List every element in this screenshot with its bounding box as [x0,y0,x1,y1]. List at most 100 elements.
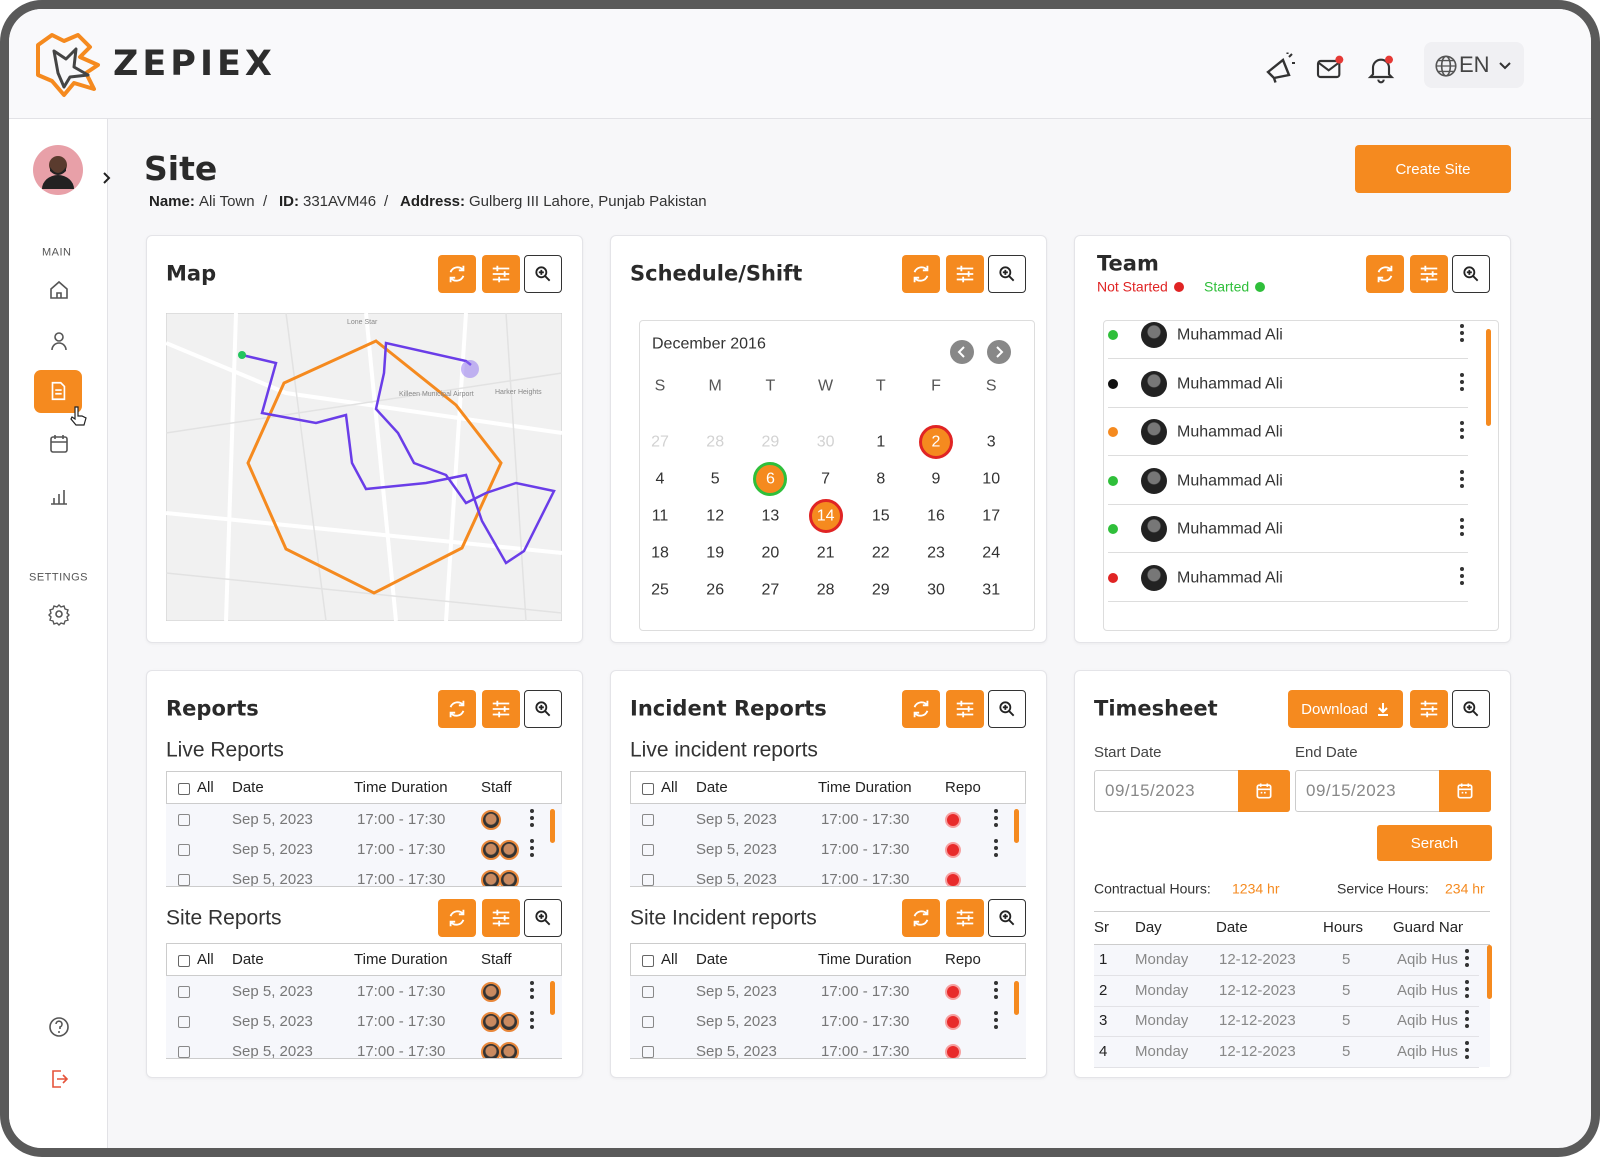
checkbox[interactable] [178,783,190,795]
calendar-day[interactable]: 4 [655,470,665,488]
checkbox[interactable] [642,1016,654,1028]
calendar-day[interactable]: 28 [816,581,835,599]
calendar-day[interactable]: 2 [931,433,941,451]
calendar-day[interactable]: 3 [986,433,996,451]
refresh-button[interactable] [438,690,476,728]
calendar-day[interactable]: 30 [927,581,945,599]
filter-button[interactable] [1410,255,1448,293]
calendar-day[interactable]: 16 [927,507,945,525]
zoom-button[interactable] [1452,690,1490,728]
more-menu[interactable] [530,809,534,830]
calendar-day[interactable]: 27 [761,581,780,599]
refresh-button[interactable] [902,899,940,937]
more-menu[interactable] [1465,979,1469,1001]
expand-sidebar[interactable] [101,171,113,185]
more-menu[interactable] [1460,372,1464,394]
checkbox[interactable] [178,874,190,886]
zoom-button[interactable] [988,899,1026,937]
active-nav-item[interactable] [34,370,82,413]
home-icon[interactable] [47,278,71,302]
calendar-day[interactable]: 14 [816,507,835,525]
map-view[interactable] [166,313,562,621]
checkbox[interactable] [642,814,654,826]
calendar-day[interactable]: 11 [651,507,669,525]
refresh-button[interactable] [438,255,476,293]
bell-icon[interactable] [1365,53,1397,85]
filter-button[interactable] [482,690,520,728]
calendar-day[interactable]: 24 [982,544,1001,562]
more-menu[interactable] [994,981,998,1002]
calendar-day[interactable]: 22 [871,544,890,562]
more-menu[interactable] [994,839,998,860]
zoom-button[interactable] [524,690,562,728]
filter-button[interactable] [946,255,984,293]
calendar-day[interactable]: 6 [765,470,775,488]
calendar-day[interactable]: 9 [931,470,941,488]
calendar-day[interactable]: 12 [706,507,725,525]
mail-icon[interactable] [1314,53,1346,85]
checkbox[interactable] [178,1046,190,1058]
refresh-button[interactable] [902,690,940,728]
calendar-day[interactable]: 5 [710,470,720,488]
announce-icon[interactable] [1262,51,1298,87]
zoom-button[interactable] [988,255,1026,293]
calendar-highlight[interactable] [808,499,843,533]
calendar-day[interactable]: 29 [871,581,890,599]
date-picker-button[interactable] [1439,770,1491,812]
more-menu[interactable] [1465,1010,1469,1031]
calendar-day[interactable]: 21 [816,544,835,562]
download-button[interactable]: Download [1288,690,1403,728]
calendar-day[interactable]: 13 [761,507,780,525]
checkbox[interactable] [642,844,654,856]
filter-button[interactable] [482,255,520,293]
checkbox[interactable] [642,1046,654,1058]
calendar-day[interactable]: 7 [821,470,831,488]
more-menu[interactable] [1465,1040,1469,1062]
help-icon[interactable] [47,1015,71,1039]
settings-icon[interactable] [47,602,71,626]
calendar-highlight[interactable] [919,425,953,459]
more-menu[interactable] [1460,421,1464,442]
calendar-day[interactable]: 15 [871,507,890,525]
calendar-day[interactable]: 8 [876,470,886,488]
more-menu[interactable] [1460,324,1464,345]
checkbox[interactable] [642,955,654,967]
calendar-day[interactable]: 10 [982,470,1001,488]
more-menu[interactable] [530,981,534,1002]
zoom-button[interactable] [988,690,1026,728]
calendar-day[interactable]: 31 [982,581,1001,599]
refresh-button[interactable] [902,255,940,293]
search-button[interactable]: Serach [1377,825,1492,861]
filter-button[interactable] [1410,690,1448,728]
more-menu[interactable] [530,839,534,860]
checkbox[interactable] [178,986,190,998]
more-menu[interactable] [1460,566,1464,588]
calendar-day[interactable]: 20 [761,544,780,562]
checkbox[interactable] [642,874,654,886]
calendar-day[interactable]: 1 [876,433,886,451]
checkbox[interactable] [178,844,190,856]
zoom-button[interactable] [524,899,562,937]
zoom-button[interactable] [1452,255,1490,293]
more-menu[interactable] [1465,949,1469,970]
more-menu[interactable] [1460,518,1464,539]
checkbox[interactable] [178,814,190,826]
calendar-day[interactable]: 17 [982,507,1001,525]
chart-icon[interactable] [47,484,71,508]
calendar-day[interactable]: 18 [651,544,669,562]
user-avatar[interactable] [33,145,83,195]
filter-button[interactable] [946,690,984,728]
calendar-icon[interactable] [47,432,71,456]
more-menu[interactable] [530,1011,534,1032]
zoom-button[interactable] [524,255,562,293]
more-menu[interactable] [994,809,998,830]
logout-icon[interactable] [47,1067,71,1091]
checkbox[interactable] [178,1016,190,1028]
calendar-highlight[interactable] [753,462,788,496]
filter-button[interactable] [482,899,520,937]
calendar-day[interactable]: 23 [927,544,945,562]
create-site-button[interactable]: Create Site [1355,145,1511,193]
refresh-button[interactable] [1366,255,1404,293]
user-icon[interactable] [47,329,71,353]
calendar-day[interactable]: 25 [651,581,669,599]
